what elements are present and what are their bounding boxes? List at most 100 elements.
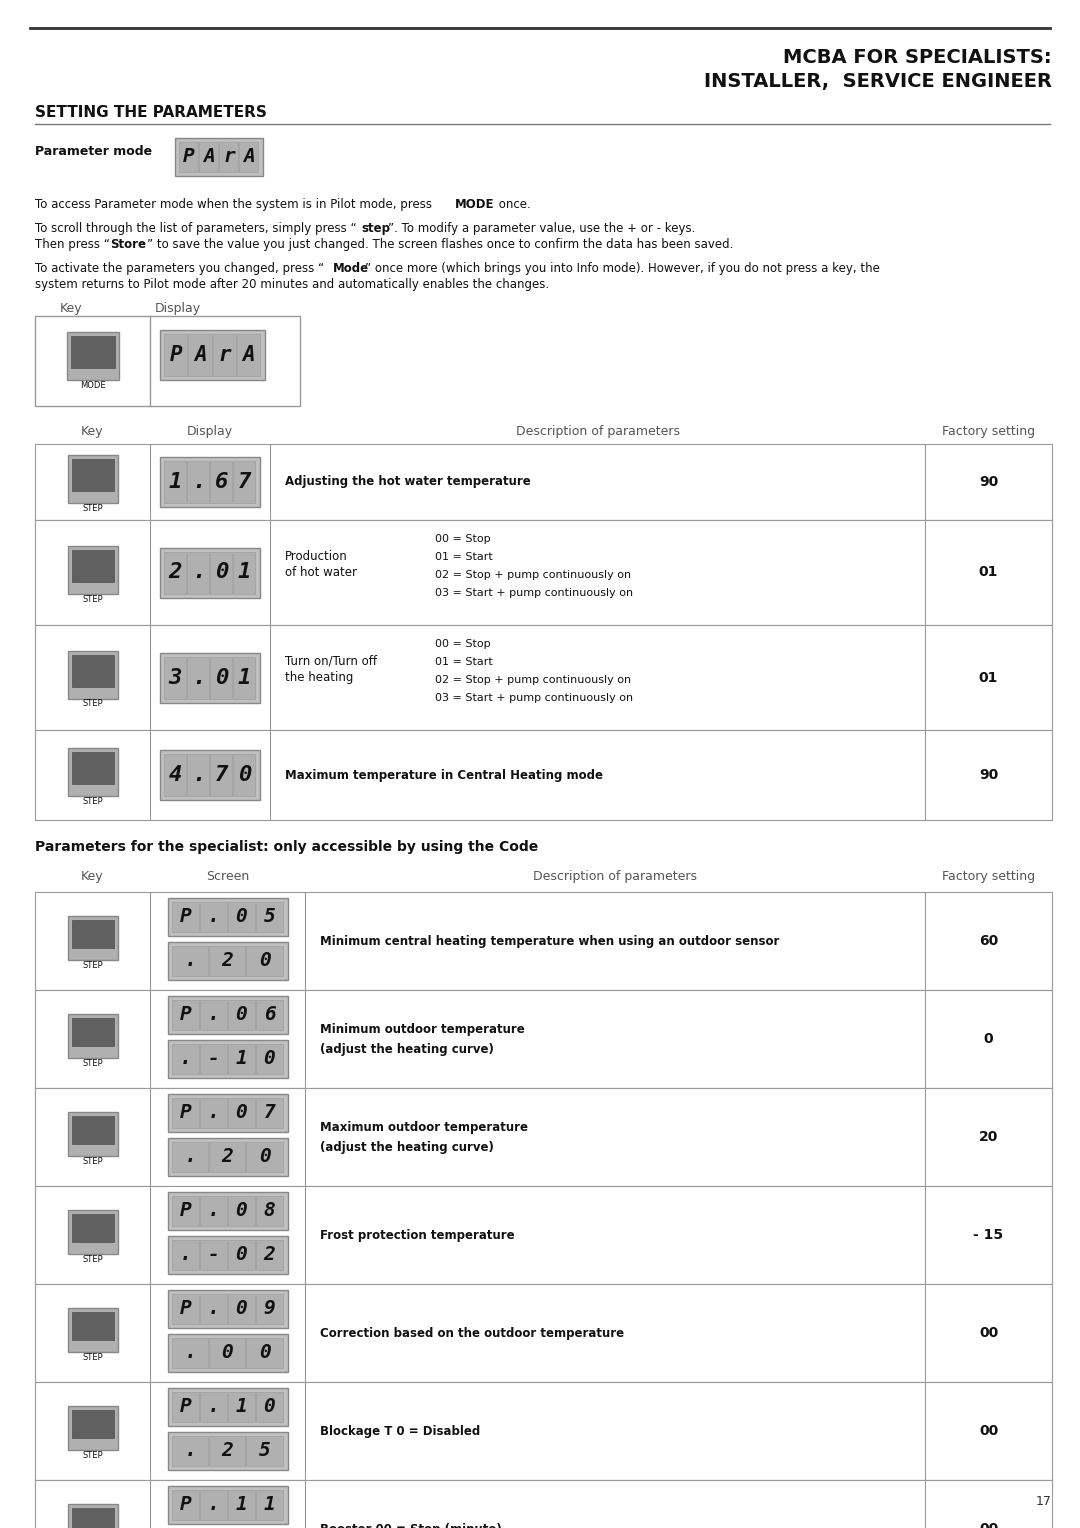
Bar [67,1308,118,1352]
Text: (adjust the heating curve): (adjust the heating curve) [320,1042,494,1056]
Text: .: . [207,1201,219,1221]
Bar [167,1041,287,1077]
Bar [172,1294,199,1323]
Text: P: P [179,1201,191,1221]
Text: Description of parameters: Description of parameters [515,425,679,439]
Text: STEP: STEP [82,594,103,604]
Text: Mode: Mode [333,261,369,275]
Bar [164,461,186,503]
Text: Maximum temperature in Central Heating mode: Maximum temperature in Central Heating m… [285,769,603,781]
Bar [172,1436,207,1465]
Text: 1: 1 [235,1398,247,1416]
Text: .: . [207,1398,219,1416]
Text: 0: 0 [235,1005,247,1024]
Text: INSTALLER,  SERVICE ENGINEER: INSTALLER, SERVICE ENGINEER [704,72,1052,92]
Text: STEP: STEP [82,1452,103,1459]
Text: 1: 1 [238,562,252,582]
Text: Key: Key [81,425,104,439]
Text: 0: 0 [259,952,271,970]
Bar [188,335,212,376]
Text: 7: 7 [238,472,252,492]
Text: .: . [207,1299,219,1319]
Bar [200,999,227,1030]
Text: Minimum central heating temperature when using an outdoor sensor: Minimum central heating temperature when… [320,935,780,947]
Bar [35,520,1052,625]
Bar [179,142,198,173]
Bar [210,552,232,593]
Bar [200,902,227,932]
Text: 00: 00 [978,1424,998,1438]
Text: .: . [207,1005,219,1024]
Text: 8: 8 [264,1201,275,1221]
Bar [233,461,255,503]
Bar [172,902,199,932]
Text: STEP: STEP [82,700,103,709]
Text: Key: Key [60,303,83,315]
Text: .: . [185,952,197,970]
Text: Screen: Screen [206,869,249,883]
Text: 0: 0 [259,1343,271,1363]
Text: P: P [170,345,183,365]
Bar [172,1196,199,1225]
Text: - 15: - 15 [973,1229,1003,1242]
Text: .: . [207,1103,219,1123]
Text: STEP: STEP [82,1352,103,1361]
Bar [167,1094,287,1132]
Text: 2: 2 [221,1148,233,1166]
Text: .: . [185,1148,197,1166]
Bar [167,1432,287,1470]
Text: Maximum outdoor temperature: Maximum outdoor temperature [320,1120,528,1134]
Text: 17: 17 [1036,1494,1052,1508]
Text: 02 = Stop + pump continuously on: 02 = Stop + pump continuously on [435,570,631,581]
Text: Factory setting: Factory setting [942,425,1035,439]
Bar [70,336,114,368]
Bar [167,898,287,937]
Bar [208,1141,245,1172]
Text: 03 = Start + pump continuously on: 03 = Start + pump continuously on [435,694,633,703]
Bar [200,1196,227,1225]
Bar [167,1236,287,1274]
Text: 0: 0 [984,1031,994,1047]
Text: To scroll through the list of parameters, simply press “: To scroll through the list of parameters… [35,222,356,235]
Text: Display: Display [187,425,233,439]
Text: Display: Display [156,303,201,315]
Text: 9: 9 [264,1299,275,1319]
Text: To access Parameter mode when the system is in Pilot mode, press: To access Parameter mode when the system… [35,199,435,211]
Bar [172,1099,199,1128]
Bar [200,1241,227,1270]
Text: Then press “: Then press “ [35,238,110,251]
Text: 6: 6 [264,1005,275,1024]
Bar [67,1015,118,1057]
Bar [199,142,218,173]
Text: .: . [192,472,205,492]
Bar [164,552,186,593]
Bar [172,1241,199,1270]
Text: 0: 0 [264,1398,275,1416]
Bar [237,335,260,376]
Text: .: . [185,1441,197,1461]
Bar [208,946,245,976]
Text: (adjust the heating curve): (adjust the heating curve) [320,1140,494,1154]
Bar [35,990,1052,1088]
Bar [35,1186,1052,1284]
Text: Correction based on the outdoor temperature: Correction based on the outdoor temperat… [320,1326,624,1340]
Bar [35,625,1052,730]
Bar [228,902,255,932]
Bar [71,654,113,686]
Text: -: - [207,1050,219,1068]
Text: 1: 1 [238,668,252,688]
Text: Blockage T 0 = Disabled: Blockage T 0 = Disabled [320,1424,481,1438]
Text: 2: 2 [221,1441,233,1461]
Text: 02 = Stop + pump continuously on: 02 = Stop + pump continuously on [435,675,631,685]
Bar [71,1313,113,1340]
Bar [208,1436,245,1465]
Text: system returns to Pilot mode after 20 minutes and automatically enables the chan: system returns to Pilot mode after 20 mi… [35,278,549,290]
Text: A: A [194,345,206,365]
Bar [246,1436,283,1465]
Bar [228,1392,255,1423]
Bar [246,1141,283,1172]
Text: To activate the parameters you changed, press “: To activate the parameters you changed, … [35,261,324,275]
Bar [35,316,300,406]
Bar [67,1406,118,1450]
Text: P: P [179,1005,191,1024]
